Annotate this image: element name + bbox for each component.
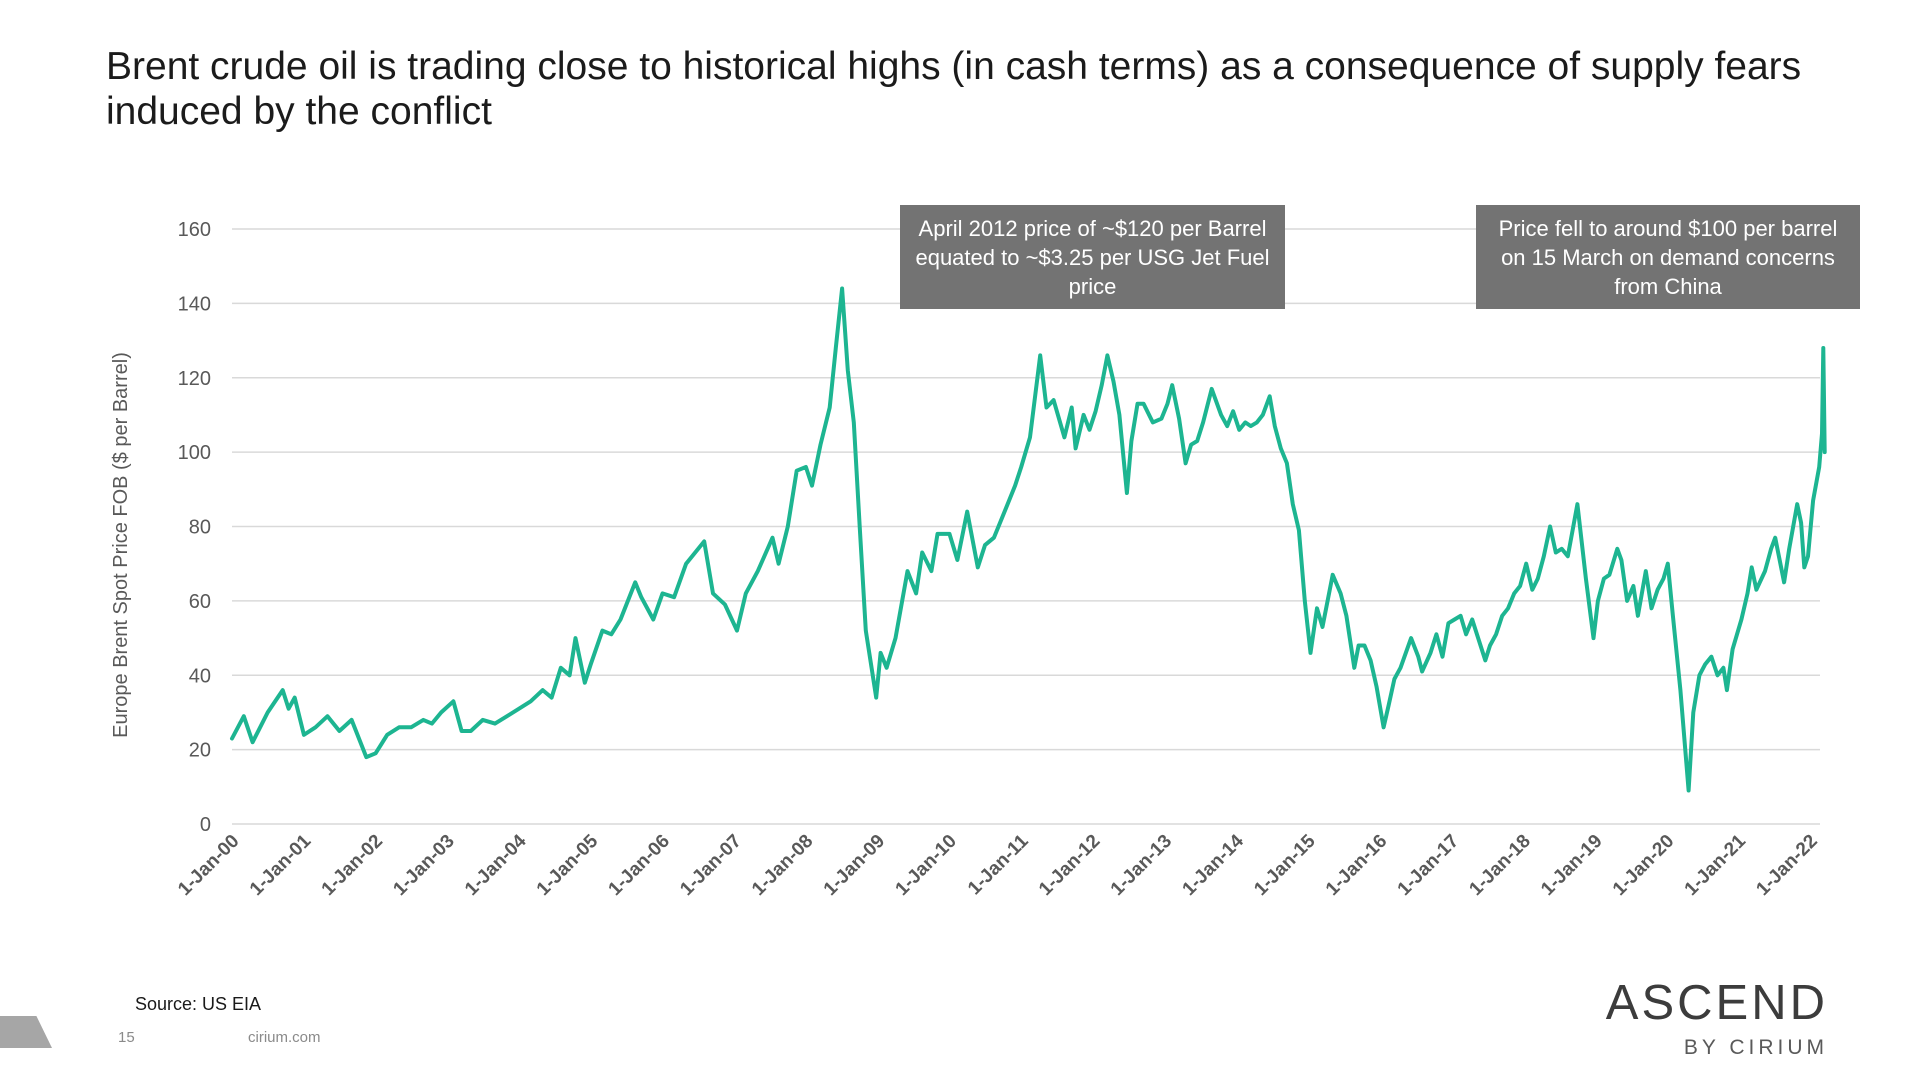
x-tick-label: 1-Jan-22 bbox=[1752, 831, 1821, 900]
x-tick-label: 1-Jan-14 bbox=[1179, 830, 1249, 900]
x-tick-label: 1-Jan-00 bbox=[174, 831, 243, 900]
x-tick-label: 1-Jan-10 bbox=[892, 831, 961, 900]
x-tick-label: 1-Jan-02 bbox=[318, 831, 387, 900]
y-axis-label: Europe Brent Spot Price FOB ($ per Barre… bbox=[110, 352, 132, 738]
x-tick-label: 1-Jan-13 bbox=[1107, 831, 1176, 900]
x-tick-label: 1-Jan-20 bbox=[1609, 831, 1678, 900]
callout-march-2022: Price fell to around $100 per barrel on … bbox=[1476, 205, 1860, 309]
x-tick-label: 1-Jan-16 bbox=[1322, 831, 1391, 900]
callout-april-2012: April 2012 price of ~$120 per Barrel equ… bbox=[900, 205, 1285, 309]
y-tick-label: 40 bbox=[189, 665, 211, 687]
x-tick-label: 1-Jan-19 bbox=[1537, 831, 1606, 900]
x-tick-label: 1-Jan-15 bbox=[1250, 830, 1320, 900]
x-tick-label: 1-Jan-01 bbox=[246, 830, 316, 900]
series-layer bbox=[230, 286, 1827, 793]
x-tick-label: 1-Jan-04 bbox=[461, 830, 531, 900]
x-tick-label: 1-Jan-07 bbox=[676, 831, 745, 900]
y-tick-label: 160 bbox=[178, 219, 211, 241]
x-tick-label: 1-Jan-21 bbox=[1681, 830, 1751, 900]
slide-title: Brent crude oil is trading close to hist… bbox=[106, 45, 1802, 133]
y-tick-labels: 0 20 40 60 80 100 120 140 160 bbox=[178, 219, 211, 836]
series-line-brent bbox=[230, 286, 1827, 793]
x-tick-label: 1-Jan-09 bbox=[820, 831, 889, 900]
y-tick-label: 100 bbox=[178, 442, 211, 464]
y-tick-label: 20 bbox=[189, 740, 211, 762]
x-tick-label: 1-Jan-11 bbox=[964, 830, 1033, 899]
x-tick-label: 1-Jan-17 bbox=[1394, 831, 1463, 900]
x-tick-label: 1-Jan-08 bbox=[748, 831, 817, 900]
y-tick-label: 60 bbox=[189, 591, 211, 613]
x-tick-labels: 1-Jan-00 1-Jan-01 1-Jan-02 1-Jan-03 1-Jan-04… bbox=[174, 830, 1822, 900]
x-tick-label: 1-Jan-18 bbox=[1465, 831, 1534, 900]
x-tick-label: 1-Jan-03 bbox=[389, 831, 458, 900]
logo-by-cirium: BY CIRIUM bbox=[1683, 1036, 1828, 1059]
y-tick-label: 0 bbox=[200, 814, 211, 836]
y-tick-label: 120 bbox=[178, 368, 211, 390]
logo-ascend: ASCEND bbox=[1605, 976, 1828, 1030]
footer-website: cirium.com bbox=[248, 1029, 321, 1046]
x-tick-label: 1-Jan-12 bbox=[1035, 831, 1104, 900]
page-number: 15 bbox=[118, 1029, 135, 1046]
y-tick-label: 140 bbox=[178, 293, 211, 315]
source-note: Source: US EIA bbox=[135, 994, 262, 1014]
x-tick-label: 1-Jan-06 bbox=[605, 831, 674, 900]
x-tick-label: 1-Jan-05 bbox=[533, 830, 603, 900]
y-tick-label: 80 bbox=[189, 517, 211, 539]
